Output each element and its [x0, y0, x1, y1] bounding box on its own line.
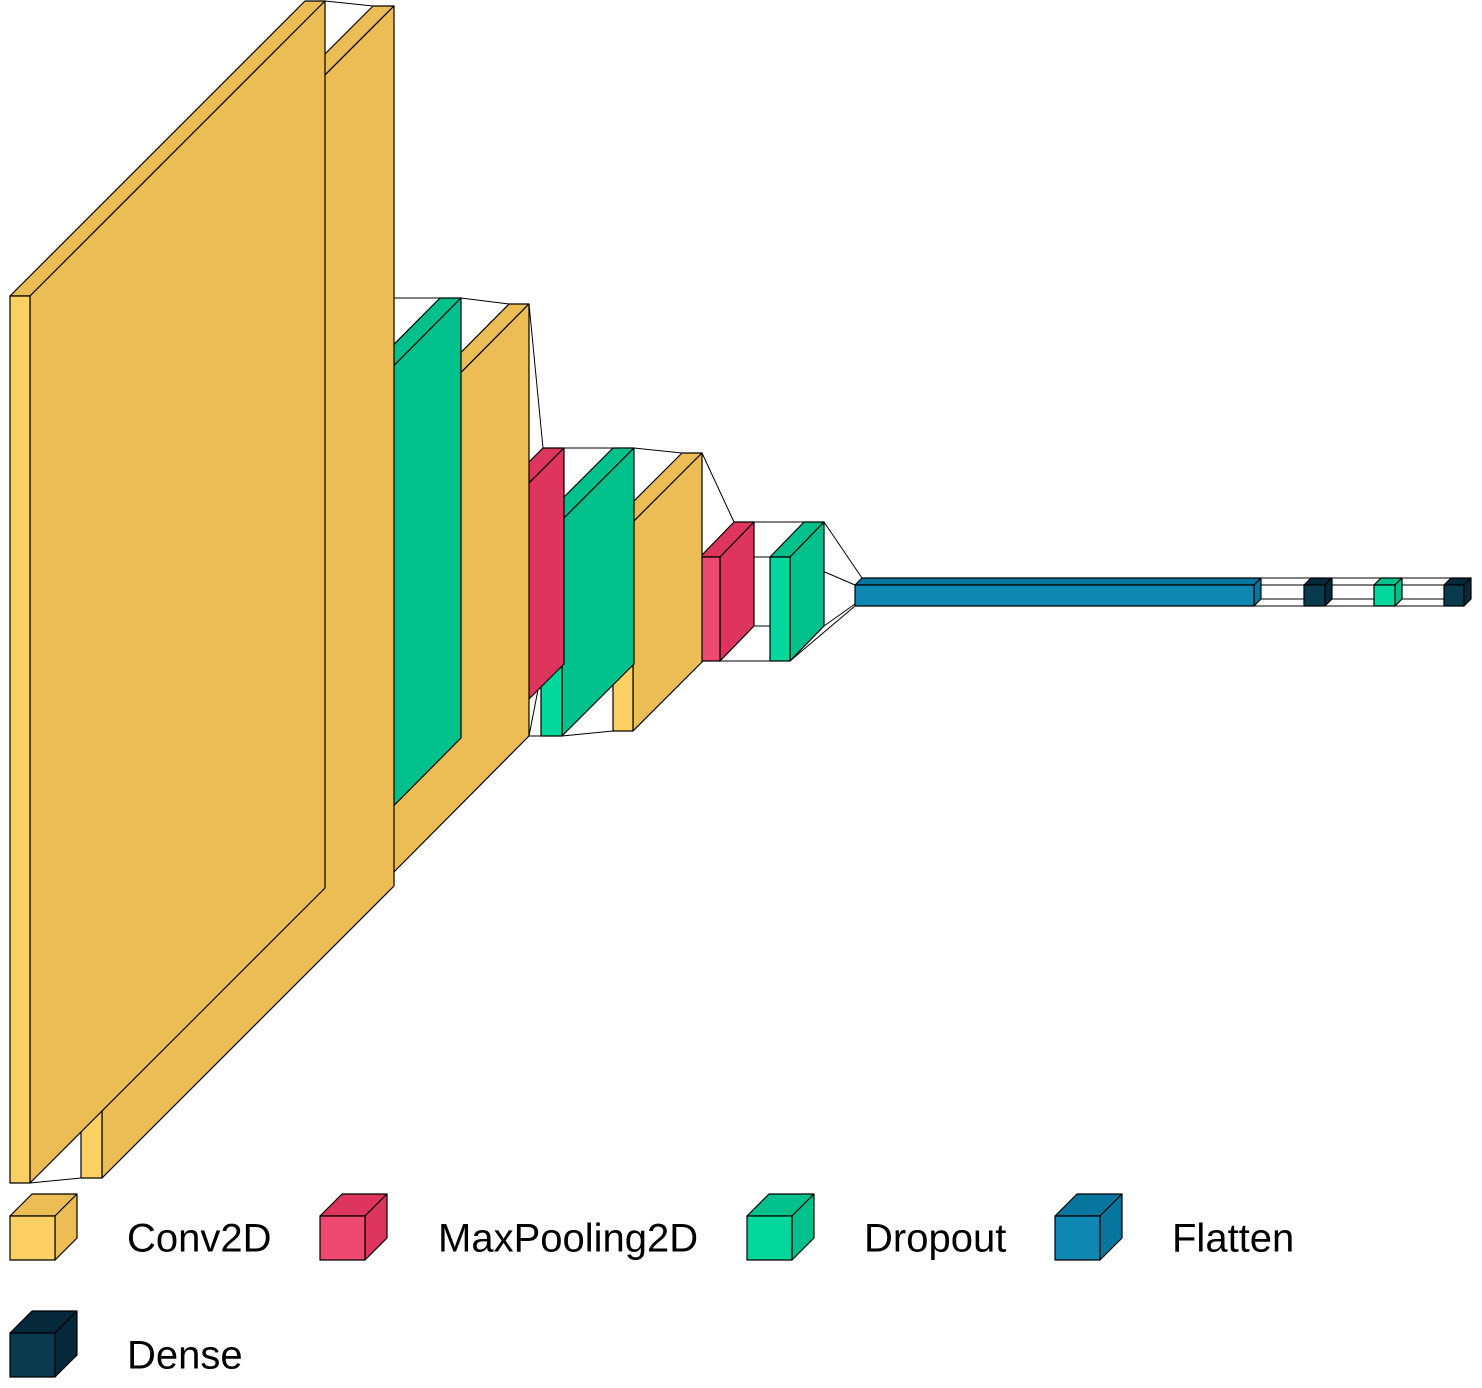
- connector-7-0: [701, 452, 735, 523]
- connector-4-0: [528, 303, 544, 449]
- layer-12-dropout: [1373, 577, 1403, 607]
- legend-label-dropout: Dropout: [864, 1217, 1006, 1261]
- connector-0-0: [324, 0, 374, 7]
- legend-swatch-maxpool-front-face: [319, 1215, 366, 1261]
- connector-6-0: [633, 447, 683, 454]
- layer-12-dropout-front-face: [1373, 584, 1396, 607]
- layer-0-conv2d: [9, 0, 326, 1184]
- layer-9-dropout: [769, 521, 825, 662]
- connector-9-3: [789, 605, 856, 662]
- layer-10-flatten-front-face: [854, 584, 1255, 607]
- connector-0-3: [29, 1177, 82, 1184]
- legend-swatch-conv2d-front-face: [9, 1215, 56, 1261]
- layer-11-dense: [1303, 577, 1333, 607]
- legend-swatch-dense-front-face: [9, 1332, 56, 1378]
- layer-8-maxpool: [699, 521, 755, 662]
- legend-label-maxpool: MaxPooling2D: [438, 1217, 698, 1261]
- legend-swatch-flatten: [1054, 1193, 1123, 1261]
- legend-item-dropout: Dropout: [746, 1193, 1006, 1261]
- legend-swatch-conv2d: [9, 1193, 78, 1261]
- layer-10-flatten: [854, 577, 1262, 607]
- legend-item-conv2d: Conv2D: [9, 1193, 272, 1261]
- connector-3-0: [460, 297, 510, 305]
- legend-swatch-flatten-front-face: [1054, 1215, 1101, 1261]
- layer-0-conv2d-front-face: [9, 295, 31, 1184]
- legend-swatch-dense: [9, 1310, 78, 1378]
- layer-9-dropout-front-face: [769, 556, 791, 662]
- connector-6-3: [561, 730, 614, 737]
- layer-11-dense-front-face: [1303, 584, 1326, 607]
- legend-swatch-dropout: [746, 1193, 815, 1261]
- legend-item-dense: Dense: [9, 1310, 243, 1378]
- legend-label-flatten: Flatten: [1172, 1217, 1294, 1261]
- legend-label-conv2d: Conv2D: [127, 1217, 272, 1261]
- legend: Conv2D MaxPooling2D Dropout Flatten Dense: [9, 1193, 1294, 1378]
- legend-label-dense: Dense: [127, 1334, 243, 1378]
- legend-swatch-dropout-front-face: [746, 1215, 793, 1261]
- layer-blocks: [9, 0, 1472, 1184]
- connector-9-0: [823, 521, 863, 579]
- layer-13-dense: [1443, 577, 1472, 607]
- layer-0-conv2d-side-face: [29, 0, 326, 1184]
- layer-10-flatten-top-face: [854, 577, 1262, 586]
- legend-item-maxpool: MaxPooling2D: [319, 1193, 698, 1261]
- legend-item-flatten: Flatten: [1054, 1193, 1294, 1261]
- layer-8-maxpool-front-face: [699, 556, 721, 662]
- layer-13-dense-front-face: [1443, 584, 1465, 607]
- legend-swatch-maxpool: [319, 1193, 388, 1261]
